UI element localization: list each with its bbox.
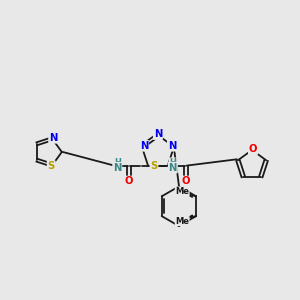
Text: N: N — [154, 129, 162, 139]
Text: N: N — [140, 141, 148, 151]
Text: N: N — [169, 163, 177, 172]
Text: N: N — [113, 163, 122, 172]
Text: H: H — [169, 158, 176, 167]
Text: O: O — [125, 176, 134, 187]
Text: O: O — [249, 144, 257, 154]
Text: H: H — [114, 158, 121, 167]
Text: S: S — [150, 160, 158, 171]
Text: S: S — [48, 161, 55, 171]
Text: Me: Me — [175, 187, 189, 196]
Text: O: O — [182, 176, 190, 187]
Text: N: N — [168, 141, 176, 151]
Text: N: N — [49, 133, 57, 143]
Text: Me: Me — [175, 217, 189, 226]
